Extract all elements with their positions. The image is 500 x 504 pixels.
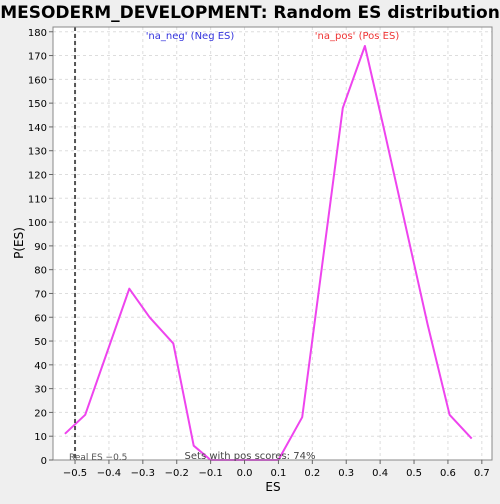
- x-tick-label: −0.2: [165, 468, 189, 479]
- y-tick-label: 70: [34, 289, 47, 300]
- x-tick-label: 0.6: [440, 468, 456, 479]
- y-tick-label: 110: [28, 194, 47, 205]
- y-tick-label: 80: [34, 266, 47, 277]
- x-tick-label: 0.0: [237, 468, 253, 479]
- neg-es-annotation: 'na_neg' (Neg ES): [146, 31, 235, 42]
- x-tick-label: 0.5: [406, 468, 422, 479]
- x-tick-label: 0.2: [304, 468, 320, 479]
- y-axis-label: P(ES): [12, 227, 26, 259]
- chart-title: MESODERM_DEVELOPMENT: Random ES distribu…: [0, 3, 500, 23]
- y-axis-ticks: 0 10 20 30 40 50 60 70 80 90 100 110 120 130 140 150 160…: [28, 28, 53, 467]
- y-tick-label: 140: [28, 123, 47, 134]
- y-tick-label: 160: [28, 75, 47, 86]
- x-axis-label: ES: [265, 480, 280, 494]
- plot-frame: [52, 26, 493, 461]
- x-tick-label: 0.7: [474, 468, 490, 479]
- x-tick-label: 0.3: [338, 468, 354, 479]
- y-tick-label: 100: [28, 218, 47, 229]
- y-tick-label: 150: [28, 99, 47, 110]
- y-tick-label: 10: [34, 432, 47, 443]
- y-tick-label: 90: [34, 242, 47, 253]
- x-tick-label: 0.4: [372, 468, 388, 479]
- x-tick-label: 0.1: [270, 468, 286, 479]
- x-axis-ticks: −0.5 −0.4 −0.3 −0.2 −0.1 0.0 0.1 0.2 0.3 0.4 0.5 0.…: [63, 460, 490, 479]
- y-tick-label: 120: [28, 171, 47, 182]
- x-tick-label: −0.5: [63, 468, 87, 479]
- y-tick-label: 60: [34, 313, 47, 324]
- y-tick-label: 170: [28, 52, 47, 63]
- plot-area: [53, 27, 492, 460]
- pos-scores-annotation: Sets with pos scores: 74%: [185, 451, 316, 462]
- pos-es-annotation: 'na_pos' (Pos ES): [315, 31, 400, 42]
- x-tick-label: −0.1: [198, 468, 222, 479]
- y-tick-label: 130: [28, 147, 47, 158]
- y-tick-label: 20: [34, 408, 47, 419]
- y-tick-label: 40: [34, 361, 47, 372]
- real-es-label: Real ES −0.5: [69, 453, 127, 463]
- y-tick-label: 180: [28, 28, 47, 39]
- y-tick-label: 50: [34, 337, 47, 348]
- y-tick-label: 30: [34, 385, 47, 396]
- x-tick-label: −0.3: [131, 468, 155, 479]
- x-tick-label: −0.4: [97, 468, 121, 479]
- y-tick-label: 0: [41, 456, 47, 467]
